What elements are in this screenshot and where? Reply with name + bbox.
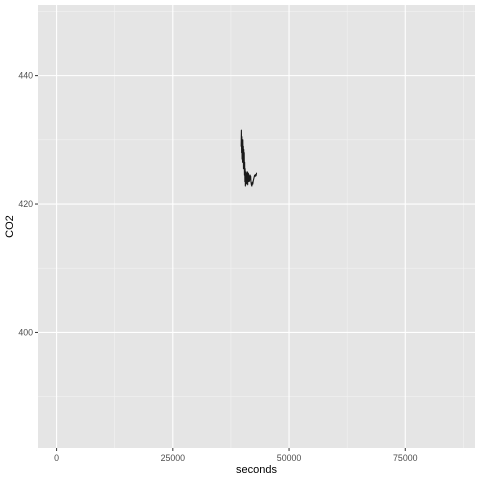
series-line-1 bbox=[240, 129, 258, 187]
x-tick-label: 0 bbox=[54, 453, 59, 463]
y-axis-title: CO2 bbox=[4, 215, 16, 238]
x-axis-ticks: 0 25000 50000 75000 bbox=[54, 448, 418, 463]
y-axis-ticks: 400 420 440 bbox=[18, 71, 38, 337]
x-axis-title: seconds bbox=[236, 464, 277, 476]
x-tick-label: 25000 bbox=[161, 453, 186, 463]
x-tick-label: 75000 bbox=[393, 453, 418, 463]
x-tick-label: 50000 bbox=[277, 453, 302, 463]
y-tick-label: 440 bbox=[18, 71, 33, 81]
grid-major bbox=[38, 5, 475, 448]
data-layer bbox=[240, 129, 258, 187]
grid-minor bbox=[38, 5, 475, 448]
y-tick-label: 420 bbox=[18, 199, 33, 209]
panel-background bbox=[38, 5, 475, 448]
y-tick-label: 400 bbox=[18, 327, 33, 337]
